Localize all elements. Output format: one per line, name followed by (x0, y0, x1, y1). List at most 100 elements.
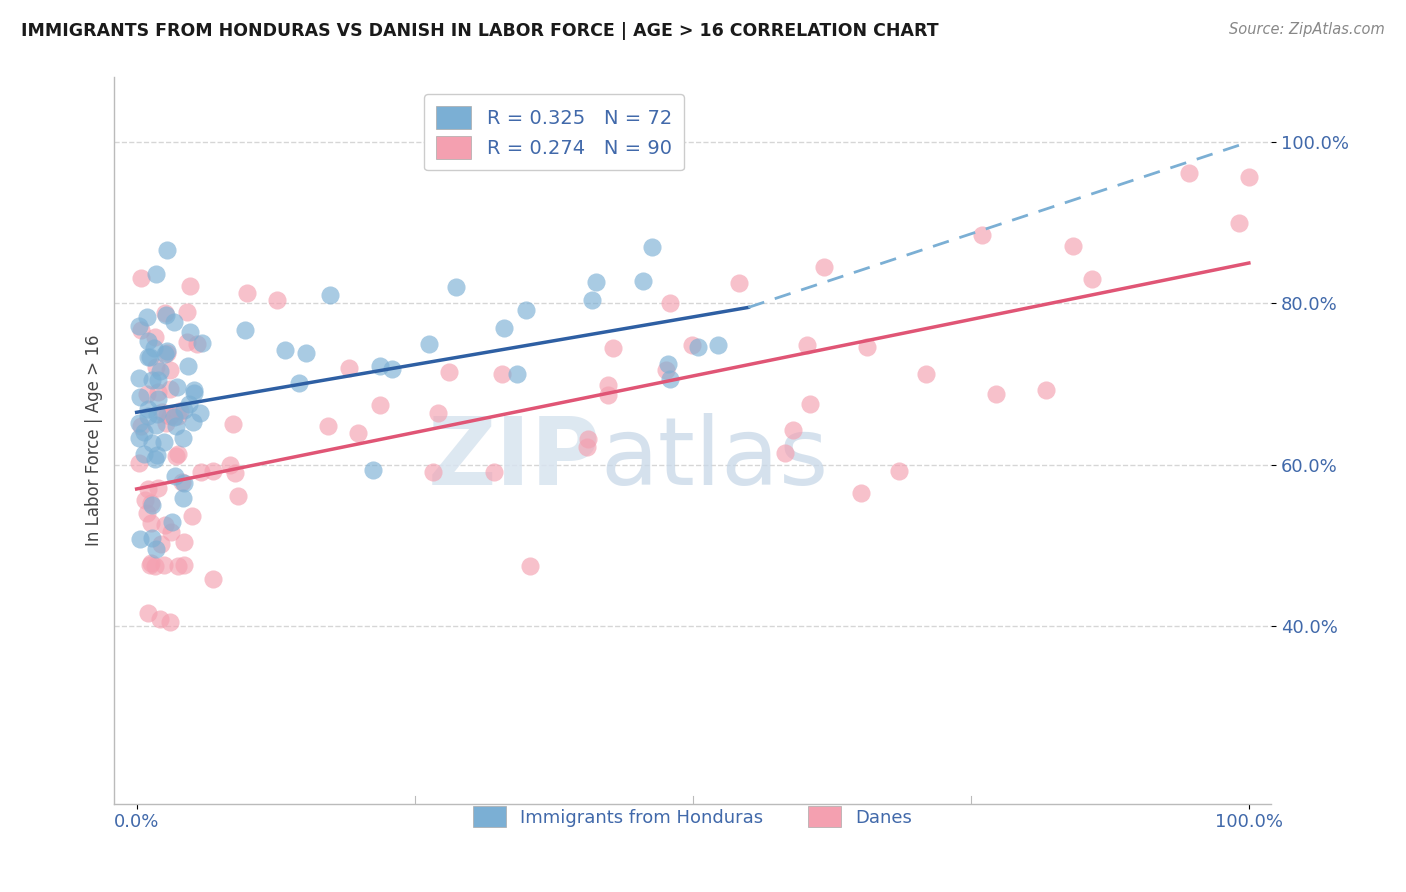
Point (799, 397, 821, 411)
Point (1062, 239, 1084, 253)
Point (141, 436, 163, 450)
Point (361, 463, 384, 477)
Point (166, 559, 188, 574)
Point (654, 363, 676, 377)
Point (633, 274, 655, 288)
Point (519, 558, 541, 573)
Point (1237, 169, 1260, 184)
Point (145, 418, 167, 433)
Point (368, 397, 391, 411)
Point (368, 359, 391, 373)
Point (288, 376, 311, 390)
Point (181, 415, 204, 429)
Point (167, 409, 190, 423)
Point (172, 431, 194, 445)
Point (173, 534, 195, 549)
Point (159, 363, 181, 377)
Point (155, 417, 177, 431)
Point (136, 409, 159, 424)
Point (226, 489, 249, 503)
Point (1035, 383, 1057, 397)
Point (129, 418, 152, 433)
Point (578, 432, 600, 446)
Point (155, 308, 177, 322)
Point (146, 481, 169, 495)
Point (141, 496, 163, 510)
Text: IMMIGRANTS FROM HONDURAS VS DANISH IN LABOR FORCE | AGE > 16 CORRELATION CHART: IMMIGRANTS FROM HONDURAS VS DANISH IN LA… (21, 22, 939, 40)
Point (128, 416, 150, 430)
Point (166, 380, 188, 394)
Point (183, 386, 205, 401)
Point (136, 334, 159, 349)
Point (970, 228, 993, 243)
Point (128, 456, 150, 470)
Point (149, 537, 172, 551)
Point (782, 424, 804, 438)
Y-axis label: In Labor Force | Age > 16: In Labor Force | Age > 16 (86, 334, 103, 546)
Point (585, 275, 607, 289)
Point (152, 558, 174, 572)
Point (887, 464, 910, 478)
Point (128, 431, 150, 445)
Point (179, 325, 201, 339)
Point (167, 447, 190, 461)
Point (176, 334, 198, 349)
Point (986, 387, 1008, 401)
Point (491, 367, 513, 381)
Point (141, 516, 163, 531)
Point (181, 509, 204, 524)
Point (1080, 272, 1102, 286)
Point (444, 280, 467, 294)
Point (796, 338, 818, 352)
Point (145, 267, 167, 281)
Legend: Immigrants from Honduras, Danes: Immigrants from Honduras, Danes (465, 799, 920, 835)
Text: Source: ZipAtlas.com: Source: ZipAtlas.com (1229, 22, 1385, 37)
Point (169, 403, 191, 417)
Point (165, 419, 187, 434)
Point (145, 542, 167, 557)
Point (156, 244, 179, 258)
Point (224, 466, 246, 480)
Point (129, 323, 152, 337)
Point (914, 367, 936, 381)
Point (202, 572, 225, 586)
Point (145, 408, 167, 422)
Point (492, 321, 515, 335)
Point (138, 482, 160, 496)
Point (266, 293, 288, 307)
Point (138, 606, 160, 620)
Text: atlas: atlas (600, 413, 828, 505)
Point (346, 425, 368, 440)
Point (160, 516, 183, 530)
Point (153, 518, 176, 533)
Point (165, 468, 187, 483)
Point (143, 451, 166, 466)
Point (163, 409, 186, 424)
Point (141, 373, 163, 387)
Point (274, 343, 297, 358)
Point (188, 406, 211, 420)
Point (165, 450, 187, 464)
Text: ZIP: ZIP (427, 413, 600, 505)
Point (190, 335, 212, 350)
Point (159, 615, 181, 630)
Point (222, 417, 245, 431)
Point (659, 296, 682, 310)
Point (153, 434, 176, 449)
Point (136, 506, 159, 520)
Point (136, 350, 159, 364)
Point (179, 397, 201, 411)
Point (201, 464, 224, 478)
Point (172, 491, 194, 505)
Point (160, 524, 183, 539)
Point (128, 319, 150, 334)
Point (139, 350, 162, 364)
Point (136, 310, 159, 324)
Point (236, 285, 259, 300)
Point (129, 271, 152, 285)
Point (153, 347, 176, 361)
Point (581, 293, 603, 307)
Point (159, 382, 181, 396)
Point (173, 475, 195, 490)
Point (172, 475, 194, 490)
